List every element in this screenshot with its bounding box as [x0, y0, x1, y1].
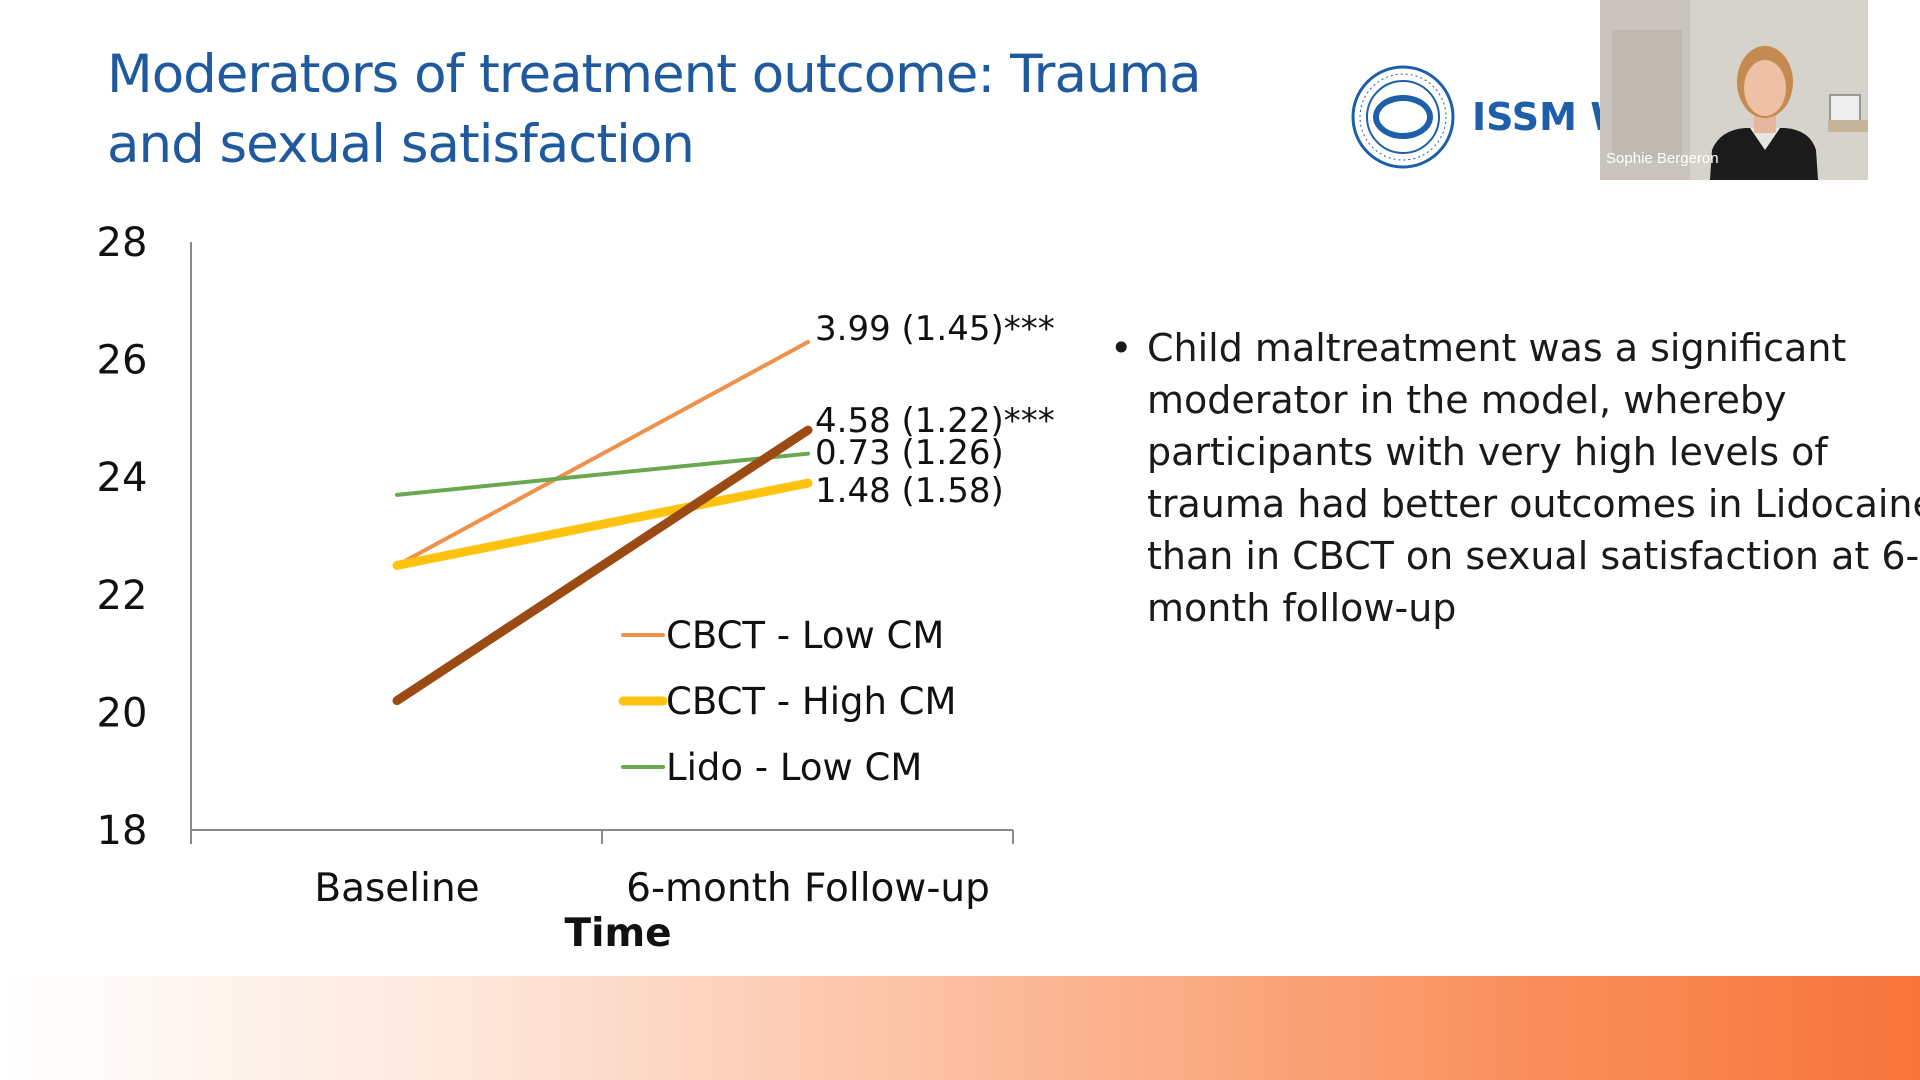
x-tick-label: Baseline — [314, 866, 479, 911]
data-labels: 3.99 (1.45)*** 4.58 (1.22)***0.73 (1.26)1… — [815, 309, 1055, 511]
webcam-video: Sophie Bergeron — [1600, 0, 1868, 180]
series-lines — [392, 339, 813, 706]
y-tick-label: 28 — [97, 220, 148, 266]
y-tick-label: 20 — [97, 690, 148, 736]
series-line — [395, 339, 810, 568]
series-line — [392, 478, 813, 570]
bullet-marker: • — [1110, 326, 1133, 370]
data-label: 4.58 (1.22)*** — [815, 401, 1055, 441]
x-tick-labels: Baseline 6-month Follow-up — [314, 866, 990, 911]
legend-label: CBCT - Low CM — [666, 614, 944, 657]
y-tick-labels: 18 20 22 24 26 28 — [97, 220, 148, 854]
chart-legend: CBCT - Low CM CBCT - High CM Lido - Low CM — [618, 614, 956, 789]
data-label: 1.48 (1.58) — [815, 471, 1004, 511]
y-tick-label: 18 — [97, 808, 148, 854]
series-line — [392, 425, 813, 706]
line-chart: 18 20 22 24 26 28 Baseline 6-month Follow-up 3… — [97, 220, 1055, 956]
title-line-2: and sexual satisfaction — [107, 114, 695, 175]
footer-gradient-band — [0, 976, 1920, 1080]
legend-label: Lido - Low CM — [666, 746, 922, 789]
chart-axes — [190, 242, 1014, 844]
x-tick-label: 6-month Follow-up — [626, 866, 990, 911]
y-tick-label: 22 — [97, 573, 148, 619]
issm-logo: ISSM W — [1350, 62, 1632, 172]
participant-name-label: Sophie Bergeron — [1606, 150, 1719, 167]
data-label: 0.73 (1.26) — [815, 433, 1004, 473]
legend-label: CBCT - High CM — [666, 680, 956, 723]
x-axis-title: Time — [564, 911, 671, 956]
series-line — [395, 451, 810, 497]
data-label: 3.99 (1.45)*** — [815, 309, 1055, 349]
presenter-video-frame — [1600, 0, 1868, 180]
issm-seal-icon — [1351, 65, 1455, 169]
slide-title: Moderators of treatment outcome: Trauma … — [107, 40, 1257, 180]
title-line-1: Moderators of treatment outcome: Trauma — [107, 44, 1202, 105]
y-tick-label: 26 — [97, 338, 148, 384]
bullet-text: Child maltreatment was a significant mod… — [1147, 326, 1920, 630]
y-tick-label: 24 — [97, 455, 148, 501]
